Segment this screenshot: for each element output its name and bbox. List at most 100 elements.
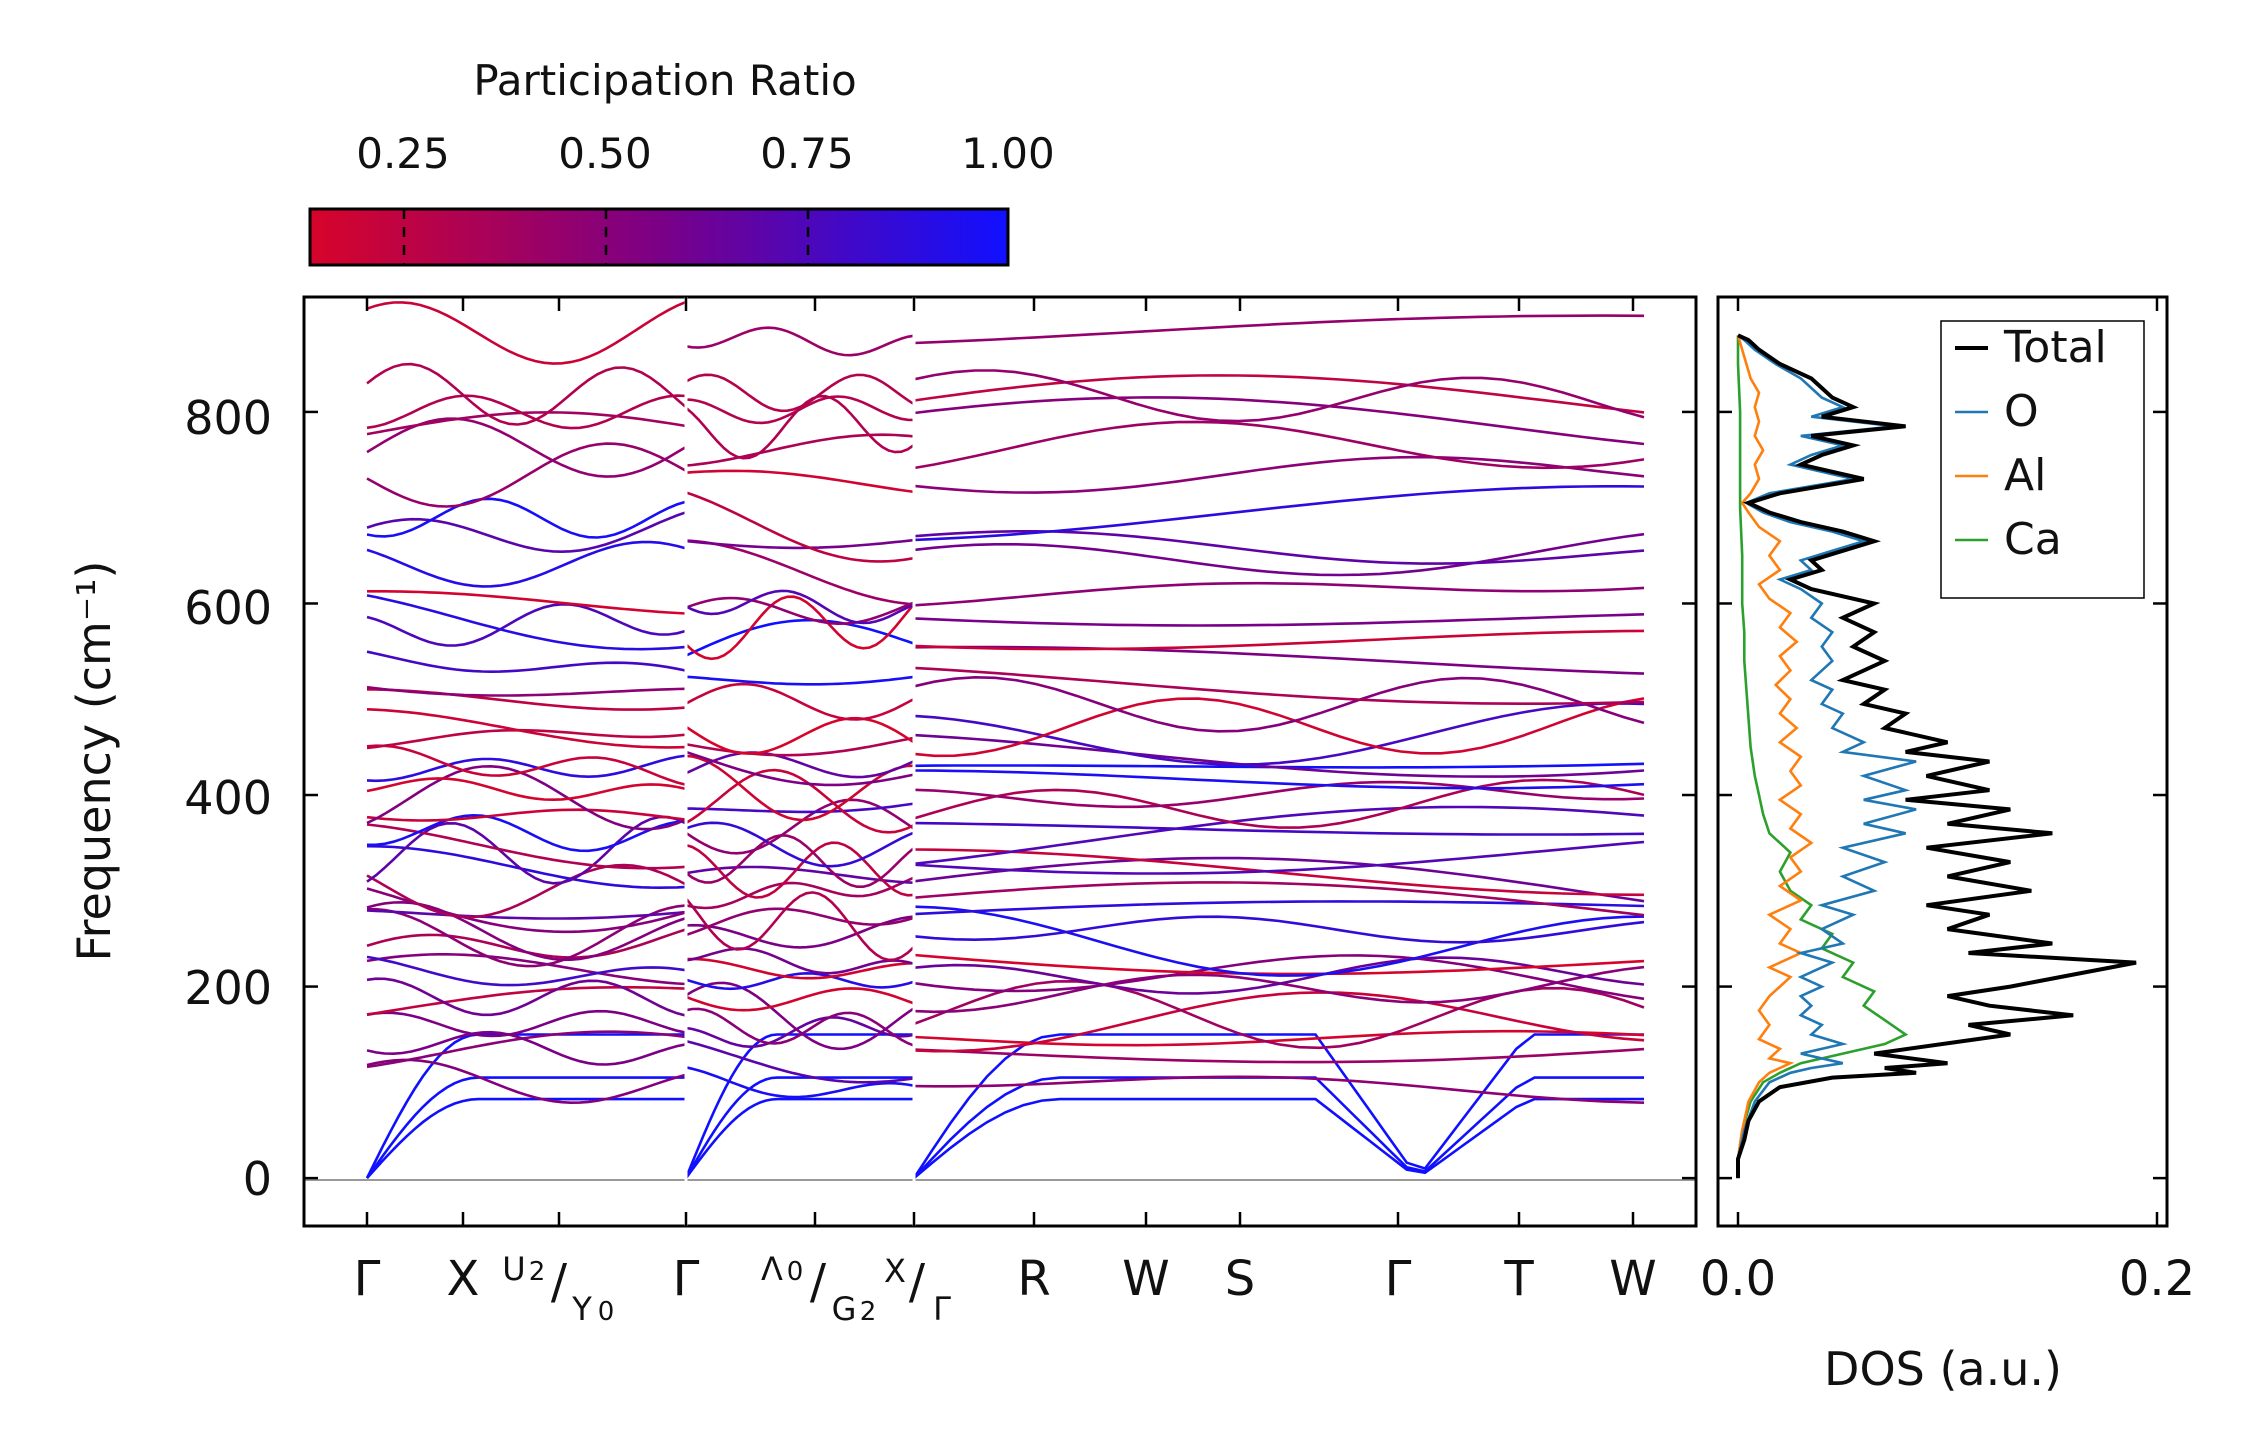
optical-band bbox=[685, 833, 915, 888]
legend-entry-al: Al bbox=[1955, 450, 2046, 501]
kpoint-label-y: Y bbox=[571, 1290, 592, 1328]
optical-band bbox=[913, 856, 1645, 903]
optical-band bbox=[913, 702, 1645, 766]
kpoint-label-slash-2: / bbox=[810, 1254, 827, 1310]
optical-band bbox=[685, 589, 915, 625]
kpoint-label-w-2: W bbox=[1609, 1251, 1656, 1307]
optical-band bbox=[913, 905, 1645, 977]
optical-band bbox=[913, 613, 1645, 627]
optical-band bbox=[685, 595, 915, 661]
kpoint-label-r: R bbox=[1017, 1251, 1050, 1307]
optical-band bbox=[685, 987, 915, 1012]
legend-entries: Total O Al Ca bbox=[1955, 322, 2107, 565]
optical-band bbox=[685, 491, 915, 563]
optical-band bbox=[913, 581, 1645, 607]
kpoint-label-gamma-small: Γ bbox=[933, 1290, 951, 1328]
optical-band bbox=[685, 751, 915, 779]
optical-band bbox=[913, 805, 1645, 866]
optical-band bbox=[366, 1030, 687, 1066]
y-axis-label: Frequency (cm⁻¹) bbox=[67, 561, 121, 962]
optical-band bbox=[366, 754, 687, 783]
optical-band bbox=[366, 511, 687, 554]
optical-band bbox=[913, 954, 1645, 1001]
colorbar-tick-label-3: 0.75 bbox=[760, 129, 854, 178]
optical-band bbox=[685, 981, 915, 1051]
optical-band bbox=[685, 675, 915, 686]
band-axis-ticks bbox=[304, 297, 1696, 1226]
colorbar-tick-label-2: 0.50 bbox=[558, 129, 652, 178]
colorbar-title: Participation Ratio bbox=[473, 56, 856, 105]
optical-band bbox=[685, 865, 915, 884]
optical-band bbox=[366, 953, 687, 986]
legend-label: Total bbox=[2003, 322, 2107, 373]
optical-band bbox=[366, 442, 687, 508]
kpoint-label-lambda-sub: 0 bbox=[787, 1257, 804, 1287]
optical-band bbox=[913, 697, 1645, 758]
optical-band bbox=[913, 733, 1645, 778]
acoustic-branch bbox=[365, 1033, 686, 1179]
optical-band bbox=[913, 778, 1645, 829]
colorbar-tick-label-4: 1.00 bbox=[961, 129, 1055, 178]
optical-band bbox=[366, 985, 687, 1016]
optical-band bbox=[366, 1030, 687, 1069]
optical-band bbox=[366, 411, 687, 436]
optical-band bbox=[913, 881, 1645, 917]
acoustic-branch bbox=[912, 1033, 1644, 1179]
optical-band bbox=[686, 957, 915, 980]
optical-band bbox=[913, 314, 1645, 345]
kpoint-label-gamma-1: Γ bbox=[354, 1251, 381, 1307]
kpoint-label-x-gamma: X / Γ bbox=[884, 1252, 951, 1328]
optical-band bbox=[913, 666, 1645, 705]
kpoint-label-u: U bbox=[502, 1250, 525, 1288]
dos-curve-ca bbox=[1736, 335, 1909, 1179]
y-tick-label-600: 600 bbox=[184, 581, 272, 635]
dos-curve-al bbox=[1736, 334, 1814, 1179]
optical-band bbox=[366, 394, 687, 430]
optical-band bbox=[685, 947, 915, 975]
optical-band bbox=[685, 1015, 915, 1049]
optical-band bbox=[685, 326, 915, 357]
optical-band bbox=[366, 977, 687, 1017]
optical-band bbox=[685, 750, 915, 787]
optical-band bbox=[366, 728, 687, 750]
optical-band bbox=[366, 497, 687, 539]
optical-band bbox=[366, 1058, 687, 1105]
optical-band bbox=[685, 841, 915, 899]
optical-band bbox=[685, 768, 915, 834]
optical-band bbox=[685, 538, 915, 550]
optical-band bbox=[685, 682, 915, 721]
optical-band bbox=[366, 685, 687, 697]
kpoint-label-t: T bbox=[1503, 1251, 1534, 1307]
dos-panel: 0.0 0.2 DOS (a.u.) Total O Al Ca bbox=[1700, 295, 2195, 1396]
y-tick-label-800: 800 bbox=[184, 391, 272, 445]
optical-band bbox=[366, 594, 687, 651]
kpoint-label-lambda0-g2: Λ 0 / G 2 bbox=[761, 1250, 876, 1328]
optical-band bbox=[366, 808, 687, 822]
phonon-bands bbox=[365, 300, 1645, 1180]
optical-band bbox=[685, 618, 915, 657]
kpoint-label-x-2: X bbox=[884, 1252, 906, 1290]
optical-band bbox=[913, 991, 1645, 1053]
kpoint-label-g: G bbox=[832, 1290, 857, 1328]
optical-band bbox=[685, 754, 915, 822]
dos-legend: Total O Al Ca bbox=[1940, 320, 2145, 599]
dos-curve-total bbox=[1736, 333, 2137, 1179]
optical-band bbox=[913, 532, 1645, 577]
optical-band bbox=[913, 900, 1645, 916]
optical-band bbox=[366, 904, 687, 968]
kpoint-label-g-sub: 2 bbox=[860, 1297, 877, 1327]
optical-band bbox=[913, 629, 1645, 651]
optical-band bbox=[685, 716, 915, 755]
optical-band bbox=[685, 433, 915, 467]
optical-band bbox=[366, 863, 687, 919]
optical-band bbox=[366, 362, 687, 426]
optical-band bbox=[685, 394, 915, 460]
optical-band bbox=[913, 848, 1645, 897]
dos-x-tick-label-0: 0.0 bbox=[1700, 1251, 1776, 1307]
acoustic-branch bbox=[684, 1097, 914, 1179]
optical-band bbox=[685, 596, 915, 626]
y-tick-label-200: 200 bbox=[184, 961, 272, 1015]
legend-entry-total: Total bbox=[1955, 322, 2107, 373]
legend-box bbox=[1940, 320, 2145, 599]
optical-band bbox=[684, 891, 915, 962]
